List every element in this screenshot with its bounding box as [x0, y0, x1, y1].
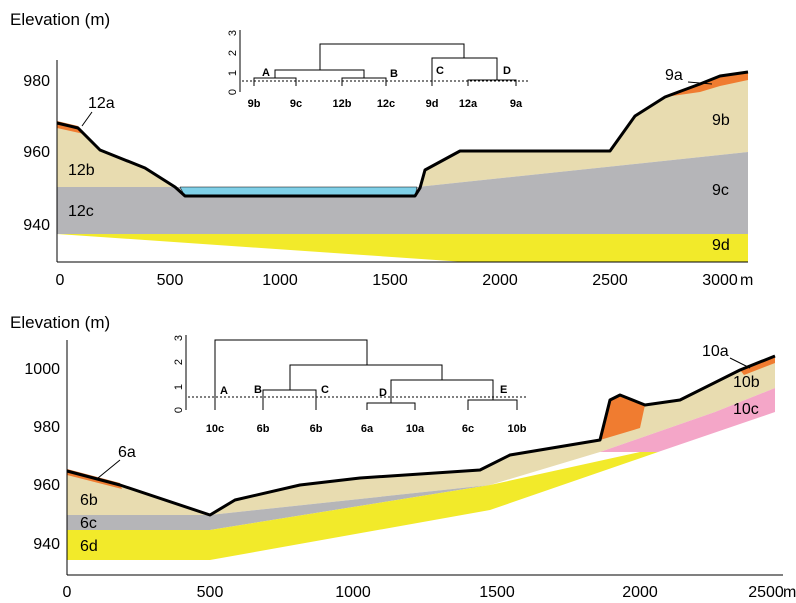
layer-label: 9b: [712, 112, 730, 129]
dendro-tick: 3: [227, 30, 239, 36]
leaf-label: 6a: [361, 423, 374, 435]
cluster-label: B: [390, 68, 398, 80]
cluster-label: A: [220, 385, 228, 397]
layer-yellow: [67, 452, 658, 560]
leaf-label: 12b: [333, 98, 352, 110]
layer-label: 9c: [712, 182, 729, 199]
layer-pink: [600, 388, 775, 452]
leader: [687, 81, 713, 85]
leaf-label: 9b: [248, 98, 261, 110]
x-tick-label: 500: [197, 584, 224, 601]
surface: [66, 354, 776, 517]
dendro-tick: 0: [227, 89, 239, 95]
x-tick-label: 1000: [262, 272, 298, 289]
layer-tan: [57, 72, 748, 188]
y-tick-label: 980: [33, 419, 60, 436]
leaf-label: 12c: [377, 98, 395, 110]
cluster-label: D: [503, 65, 511, 77]
x-unit: m: [783, 584, 796, 601]
layer-label: 9a: [665, 67, 683, 84]
dendro-tick: 1: [173, 384, 185, 390]
layer-tan: [67, 356, 775, 515]
y-tick-label: 940: [23, 217, 50, 234]
layer-label: 6a: [118, 444, 136, 461]
x-tick-label: 2500: [592, 272, 628, 289]
leader: [81, 111, 93, 127]
layer-label: 10c: [733, 401, 759, 418]
y-tick-label: 980: [23, 73, 50, 90]
layer-label: 6b: [80, 492, 98, 509]
axis-label: Elevation (m): [10, 10, 110, 29]
leader: [97, 459, 121, 479]
x-tick-label: 1000: [335, 584, 371, 601]
leaf-label: 6b: [310, 423, 323, 435]
x-tick-label: 1500: [479, 584, 515, 601]
layer-label: 12b: [68, 162, 95, 179]
dendrogram: 0 1 2 3 9b 9c 12b 12c 9d 12a 9a A B C D: [227, 30, 528, 110]
leaf-label: 12a: [459, 98, 478, 110]
x-tick-label: 0: [63, 584, 72, 601]
layer-label: 6d: [80, 538, 98, 555]
surface: [56, 70, 749, 198]
y-tick-label: 1000: [24, 361, 60, 378]
x-tick-label: 500: [157, 272, 184, 289]
x-tick-label: 2000: [482, 272, 518, 289]
leaf-label: 10a: [406, 423, 425, 435]
cluster-label: C: [321, 384, 329, 396]
dendro-tick: 3: [173, 335, 185, 341]
layer-label: 12a: [88, 95, 115, 112]
dendro-tick: 0: [173, 407, 185, 413]
top-panel: Elevation (m) 980 960 940 0 500 1000 150…: [10, 10, 753, 289]
axis-label: Elevation (m): [10, 313, 110, 332]
x-tick-label: 2000: [622, 584, 658, 601]
layer-yellow: [57, 234, 748, 262]
layer-orange: [600, 395, 645, 440]
leaf-label: 10b: [508, 423, 527, 435]
y-tick-label: 940: [33, 536, 60, 553]
x-tick-label: 2500: [748, 584, 784, 601]
x-tick-label: 3000: [702, 272, 738, 289]
leaf-label: 6b: [257, 423, 270, 435]
cluster-label: A: [262, 67, 270, 79]
leaf-label: 6c: [462, 423, 474, 435]
layer-label: 10b: [733, 374, 760, 391]
leaf-label: 9a: [510, 98, 523, 110]
tree: [253, 43, 517, 86]
cluster-label: C: [436, 65, 444, 77]
leaf-label: 9d: [426, 98, 439, 110]
cluster-label: E: [500, 384, 507, 396]
x-tick-label: 0: [56, 272, 65, 289]
layer-gray: [67, 485, 490, 530]
y-tick-label: 960: [33, 477, 60, 494]
tree: [214, 339, 518, 410]
layer-label: 10a: [702, 343, 729, 360]
layer-label: 9d: [712, 237, 730, 254]
y-tick-label: 960: [23, 144, 50, 161]
x-unit: m: [740, 272, 753, 289]
dendro-tick: 2: [227, 50, 239, 56]
bottom-panel: Elevation (m) 1000 980 960 940 0 500 100…: [10, 313, 796, 601]
cluster-label: B: [254, 384, 262, 396]
x-tick-label: 1500: [372, 272, 408, 289]
dendro-tick: 1: [227, 70, 239, 76]
layer-label: 12c: [68, 203, 94, 220]
leaf-label: 9c: [290, 98, 302, 110]
layer-label: 6c: [80, 515, 97, 532]
leader: [729, 357, 751, 369]
leaf-label: 10c: [206, 423, 224, 435]
dendrogram: 0 1 2 3 10c 6b 6b 6a 10a 6c 10b A B C D …: [173, 335, 528, 435]
cluster-label: D: [379, 387, 387, 399]
dendro-tick: 2: [173, 359, 185, 365]
